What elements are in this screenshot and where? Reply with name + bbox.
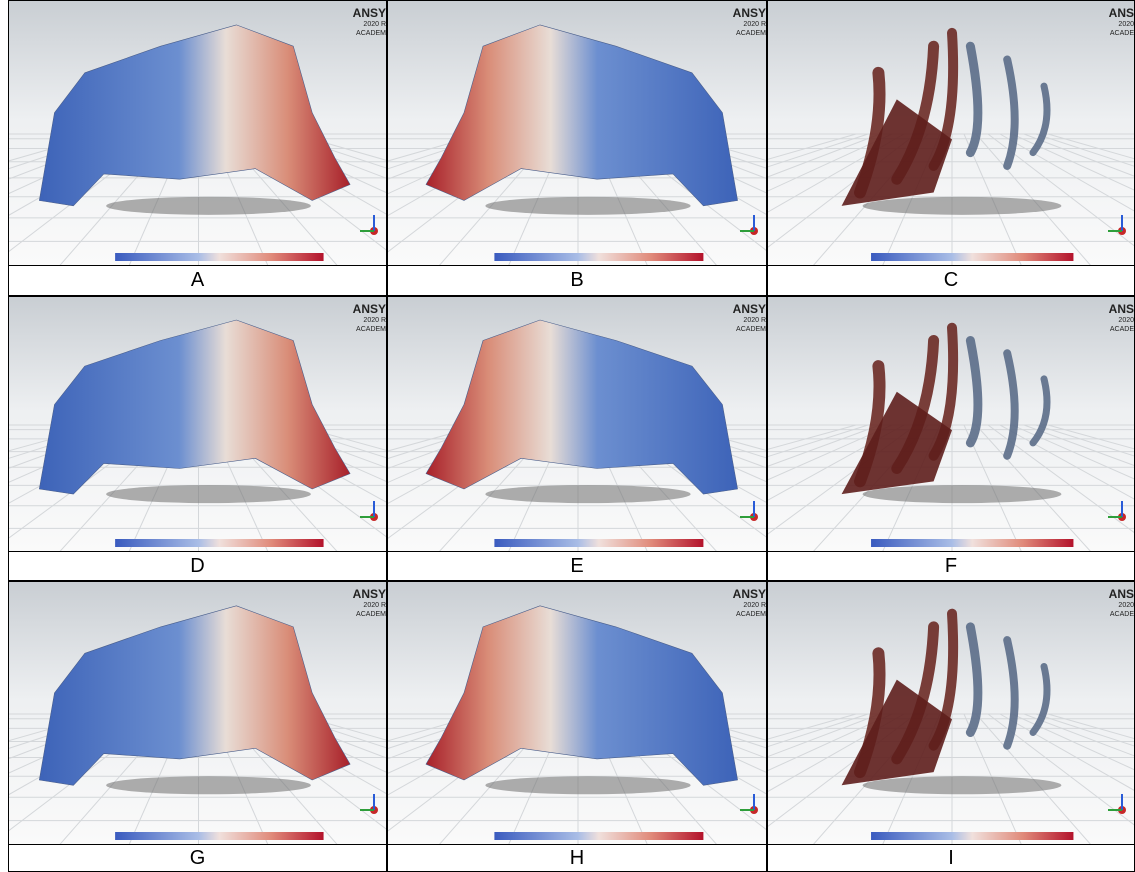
colorbar (494, 253, 703, 261)
colorbar (871, 253, 1073, 261)
watermark: ACADEM (356, 326, 386, 333)
watermark: ANSY (353, 587, 386, 601)
watermark: ACADEM (356, 30, 386, 37)
watermark: ANSY (353, 6, 386, 20)
watermark: ACADEM (736, 611, 766, 618)
watermark: 2020 R (363, 602, 386, 609)
colorbar (871, 539, 1073, 547)
watermark: ANS (1109, 587, 1134, 601)
shadow (106, 197, 311, 215)
watermark: 2020 (1118, 602, 1134, 609)
panel-label: I (767, 844, 1135, 872)
watermark: ANSY (733, 587, 766, 601)
colorbar (115, 832, 323, 840)
shadow (863, 485, 1062, 503)
watermark: ANSY (733, 6, 766, 20)
shadow (485, 197, 690, 215)
figure-grid: ANSY2020 RACADEMAANSY2020 RACADEMBANS202… (0, 0, 1135, 872)
panel-label: A (8, 265, 387, 296)
panel-label: F (767, 551, 1135, 581)
watermark: ACADE (1110, 30, 1134, 37)
colorbar (115, 539, 323, 547)
panel-label: H (387, 844, 767, 872)
shadow (106, 776, 311, 794)
watermark: 2020 R (743, 602, 766, 609)
watermark: 2020 R (743, 317, 766, 324)
panel-label: D (8, 551, 387, 581)
watermark: 2020 (1118, 317, 1134, 324)
watermark: ACADE (1110, 611, 1134, 618)
colorbar (115, 253, 323, 261)
watermark: ACADE (1110, 326, 1134, 333)
watermark: 2020 R (743, 21, 766, 28)
panel-label: C (767, 265, 1135, 296)
shadow (863, 197, 1062, 215)
shadow (485, 485, 690, 503)
watermark: 2020 (1118, 21, 1134, 28)
watermark: 2020 R (363, 317, 386, 324)
panel-label: B (387, 265, 767, 296)
watermark: ANS (1109, 6, 1134, 20)
render-image: ANSY2020 R ACADEM (388, 582, 767, 845)
colorbar (494, 539, 703, 547)
shadow (485, 776, 690, 794)
watermark: ANSY (733, 302, 766, 316)
watermark: ACADEM (356, 611, 386, 618)
shadow (863, 776, 1062, 794)
watermark: 2020 R (363, 21, 386, 28)
watermark: ANS (1109, 302, 1134, 316)
watermark: ACADEM (736, 326, 766, 333)
render-panel: ANS2020 ACADE (767, 296, 1135, 552)
watermark: ANSY (353, 302, 386, 316)
panel-label: E (387, 551, 767, 581)
panel-label: G (8, 844, 387, 872)
colorbar (494, 832, 703, 840)
shadow (106, 485, 311, 503)
watermark: ACADEM (736, 30, 766, 37)
colorbar (871, 832, 1073, 840)
